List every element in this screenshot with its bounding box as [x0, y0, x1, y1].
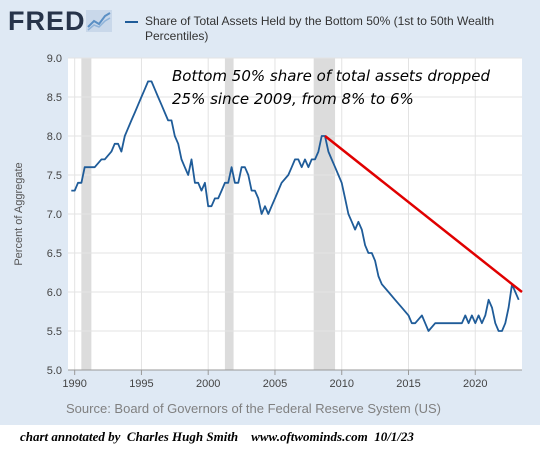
x-tick-label: 2020 — [463, 378, 487, 390]
grid-lines — [68, 57, 522, 371]
legend-swatch — [125, 21, 138, 23]
annotation-trend-line — [324, 135, 523, 293]
y-tick-label: 5.0 — [47, 365, 62, 377]
annotation-layer — [324, 135, 523, 293]
legend-label: Share of Total Assets Held by the Bottom… — [145, 14, 495, 43]
x-tick-label: 2015 — [396, 378, 420, 390]
plot-area: 5.0 5.5 6.0 6.5 7.0 7.5 8.0 8.5 9.0 1990 1995 2000… — [13, 53, 523, 390]
credit-line: chart annotated by Charles Hugh Smith ww… — [20, 429, 414, 444]
x-tick-label: 2010 — [329, 378, 353, 390]
series-lines — [71, 80, 520, 332]
y-tick-label: 8.0 — [47, 131, 62, 143]
x-tick-label: 1995 — [129, 378, 153, 390]
fred-logo[interactable]: FRED — [8, 6, 86, 36]
y-tick-label: 8.5 — [47, 92, 62, 104]
x-tick-label: 2005 — [263, 378, 287, 390]
y-tick-label: 5.5 — [47, 326, 62, 338]
y-tick-label: 7.5 — [47, 170, 62, 182]
y-axis-ticks: 5.0 5.5 6.0 6.5 7.0 7.5 8.0 8.5 9.0 — [47, 53, 62, 377]
x-axis-ticks: 1990 1995 2000 2005 2010 2015 2020 — [62, 369, 522, 390]
source-note: Source: Board of Governors of the Federa… — [66, 401, 441, 416]
y-tick-label: 7.0 — [47, 209, 62, 221]
y-tick-label: 6.0 — [47, 287, 62, 299]
logo-graph-icon — [86, 10, 112, 32]
y-tick-label: 9.0 — [47, 53, 62, 65]
x-tick-label: 2000 — [196, 378, 220, 390]
annotation-text-line-2: 25% since 2009, from 8% to 6% — [172, 90, 414, 108]
series-line — [71, 80, 520, 332]
x-tick-label: 1990 — [62, 378, 86, 390]
annotation-text-line-1: Bottom 50% share of total assets dropped — [172, 67, 491, 85]
y-tick-label: 6.5 — [47, 248, 62, 260]
y-axis-label: Percent of Aggregate — [13, 162, 25, 265]
